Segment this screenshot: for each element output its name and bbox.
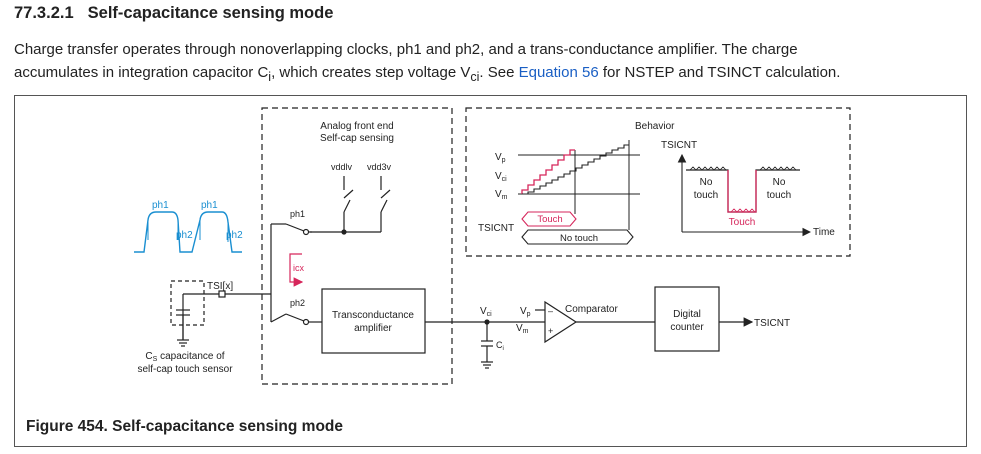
vci-sub: ci [487,311,493,318]
icx-arrow [289,253,304,287]
section-heading: 77.3.2.1 Self-capacitance sensing mode [14,4,333,23]
tsicnt-jitter-left [689,166,727,171]
no-touch-label-left-1: No [700,177,713,188]
vci-node-label: Vci [480,306,492,318]
paragraph-subscript: ci [470,70,480,84]
tsi-pin-wiring [170,280,271,347]
paragraph-line-2: accumulates in integration capacitor Ci,… [14,61,964,89]
icx-label: icx [293,263,304,273]
vci-main: V [495,171,502,182]
tsi-label: TSI[x] [207,281,233,292]
tsicnt-axis-label: TSICNT [661,140,697,151]
ph1-label-left: ph1 [152,200,169,211]
afe-boundary [261,107,453,385]
behavior-vci-label: Vci [495,171,507,183]
vp-input-label: Vp [520,306,531,318]
touch-duration-shape [521,211,577,227]
afe-title-1: Analog front end [320,121,393,132]
paragraph-text: for NSTEP and TSINCT calculation. [598,64,841,81]
tsicnt-jitter-touch [730,208,756,213]
vp-sub: p [502,157,506,164]
vp-main: V [495,152,502,163]
ph2-label-left: ph2 [176,230,193,241]
digital-counter-label-1: Digital [673,309,701,320]
no-touch-label-right-1: No [773,177,786,188]
comparator-plus: + [548,326,553,336]
ph1-switch-label: ph1 [290,209,305,219]
behavior-vp-label: Vp [495,152,506,164]
behavior-boundary [465,107,851,257]
comparator-minus: – [548,306,553,316]
transconductance-label-1: Transconductance [332,310,414,321]
ci-main: C [496,340,503,350]
no-touch-duration-shape [521,229,634,245]
cs-label-line-2: self-cap touch sensor [137,364,233,375]
figure-frame [14,95,967,447]
vci-sub: ci [502,176,508,183]
ph2-switch-label: ph2 [290,298,305,308]
cs-label-rest: capacitance of [157,351,224,362]
paragraph-text: accumulates in integration capacitor C [14,64,269,81]
ci-sub: i [503,346,504,352]
tsicnt-output-label: TSICNT [754,318,790,329]
vm-main: V [495,189,502,200]
vci-wiring [425,309,545,369]
no-touch-label-left-2: touch [694,190,718,201]
vm-input-label: Vm [516,323,529,335]
touch-event-label: Touch [729,217,756,228]
description-paragraph: Charge transfer operates through nonover… [14,38,964,89]
ph2-switch [270,313,322,326]
paragraph-line-1: Charge transfer operates through nonover… [14,41,798,58]
vp-main: V [520,306,527,317]
paragraph-text: . See [479,64,519,81]
vm-sub: m [502,194,508,201]
ph2-label-right: ph2 [226,230,243,241]
vci-main: V [480,306,487,317]
figure-caption: Figure 454. Self-capacitance sensing mod… [26,418,344,435]
touch-duration-label: Touch [537,214,562,225]
tsicnt-touch-segment [727,170,757,213]
vci-step-touch [521,149,575,194]
transconductance-block [321,288,426,354]
clock-waveforms [134,211,242,253]
vddlv-label: vddlv [331,162,353,172]
behavior-vm-label: Vm [495,189,508,201]
ph1-switch [285,223,312,236]
comparator-label: Comparator [565,304,618,315]
digital-counter-label-2: counter [670,322,704,333]
tsicnt-jitter-right [759,166,797,171]
paragraph-subscript: i [268,70,272,84]
vp-sub: p [527,311,531,318]
vm-sub: m [523,328,529,335]
supply-switches [310,176,391,235]
afe-title-2: Self-cap sensing [320,133,394,144]
ph1-label-right: ph1 [201,200,218,211]
threshold-lines [518,140,640,230]
comparator-symbol [544,300,578,344]
vci-step-no-touch [522,144,629,195]
cs-label-line-1: CS capacitance of [145,351,224,363]
vdd3v-label: vdd3v [367,162,392,172]
section-title: Self-capacitance sensing mode [87,4,334,22]
transconductance-label-2: amplifier [354,323,392,334]
paragraph-text: , which creates step voltage V [271,64,471,81]
equation-link[interactable]: Equation 56 [518,64,599,81]
no-touch-label-right-2: touch [767,190,791,201]
ci-label: Ci [496,340,504,352]
digital-counter-block [654,286,720,352]
time-axis-label: Time [813,227,835,238]
vm-main: V [516,323,523,334]
cs-label-c: C [145,351,152,362]
behavior-title: Behavior [635,121,675,132]
section-number: 77.3.2.1 [14,4,74,22]
no-touch-duration-label: No touch [560,233,598,244]
behavior-tsicnt-label: TSICNT [478,223,514,234]
cs-label-sub: S [153,356,158,363]
